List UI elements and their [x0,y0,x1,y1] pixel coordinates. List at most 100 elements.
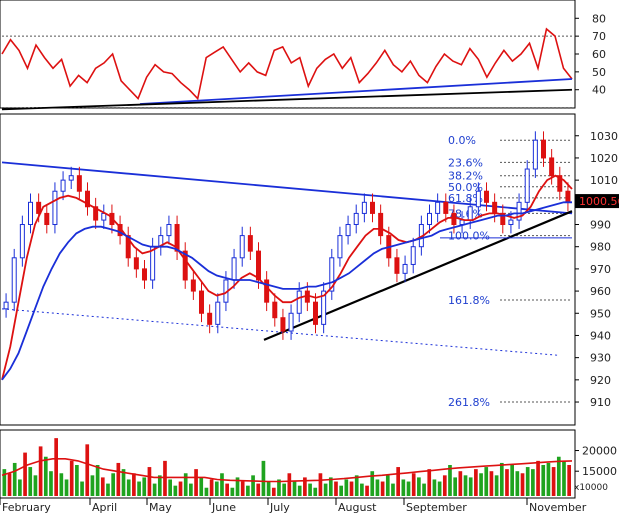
volume-bar [209,479,214,496]
price-panel [0,113,576,426]
candle-body [459,219,465,226]
fib-level-label: 100.0% [448,230,490,243]
volume-bar [7,473,12,496]
volume-bar [240,481,245,496]
candle-body [52,190,58,226]
candle-body [264,279,270,303]
candle-body [231,257,237,281]
candle-body [85,190,90,208]
oscillator-line [1,27,573,101]
candle-body [182,250,188,281]
fib-level-label: 0.0% [448,134,476,147]
volume-bar [453,477,457,496]
candle-body [492,201,498,214]
fib-level-label: 50.0% [448,181,483,194]
candle-body [337,235,343,259]
volume-bar [106,483,110,496]
volume-bar [546,462,551,496]
volume-bar [510,465,514,496]
volume-bar [49,471,53,496]
candle-body [280,317,286,332]
volume-bar [111,473,115,496]
oscillator-tick-label: 50 [592,66,606,79]
volume-bar [375,479,380,496]
volume-bar [385,475,390,496]
volume-bar [183,473,188,496]
volume-bar [261,460,266,496]
volume-bar [520,473,525,496]
month-label: May [149,501,172,514]
volume-bar [432,479,437,496]
candle-body [443,201,449,214]
candle-body [68,175,74,181]
volume-bar [277,479,281,496]
volume-bar [23,452,27,496]
candle-body [125,235,131,259]
volume-bar [489,471,494,496]
candle-body [508,219,514,226]
oscillator-tick-label: 60 [592,48,606,61]
volume-bar [266,481,271,496]
volume-bar [142,477,147,496]
last-price-tag [575,194,619,209]
candle-body [288,312,294,332]
volume-bar [75,465,79,496]
volume-bar [157,475,162,496]
volume-bar [137,481,141,496]
candle-body [451,212,457,226]
candle-body [321,290,327,325]
volume-bar [132,473,136,496]
candle-body [76,175,82,192]
ma-long-line [1,201,572,381]
volume-bar [349,481,354,496]
candle-body [467,206,473,221]
fib-level-label: 23.6% [448,156,483,169]
candle-body [28,201,33,226]
oscillator-blue-trendline [139,78,573,105]
candle-body [11,257,17,303]
volume-bar [80,481,84,496]
candle-body [565,190,571,203]
price-tick-label: 1020 [590,152,618,165]
volume-bar [69,460,74,496]
candle-body [3,301,9,310]
volume-bar [360,483,364,496]
volume-bar [339,485,343,496]
volume-bar [90,475,95,496]
volume-bar [318,473,323,496]
candle-body [427,212,432,226]
candle-body [516,201,522,221]
oscillator-tick-label: 80 [592,12,606,25]
candle-body [313,301,318,325]
candle-body [524,168,530,203]
month-label: February [2,501,51,514]
candle-body [402,263,408,274]
volume-bar [515,471,520,496]
lower-channel-line [1,308,561,356]
volume-bar [411,473,416,496]
volume-bar [474,469,478,496]
volume-bar [163,460,167,496]
volume-bar [567,465,571,496]
volume-bar [556,456,561,496]
month-label: August [338,501,377,514]
candle-body [247,235,253,252]
volume-bar [85,444,90,496]
volume-bar [458,471,463,496]
volume-bar [271,487,276,496]
price-tick-label: 970 [590,263,611,276]
month-label: July [269,501,290,514]
price-tick-label: 990 [590,219,611,232]
month-label: November [529,501,587,514]
volume-bar [225,483,229,496]
candle-body [361,201,367,214]
volume-bar [287,473,292,496]
candle-body [166,224,172,237]
volume-bar [437,481,442,496]
volume-bar [168,479,172,496]
candle-body [36,201,42,214]
volume-bar [354,475,359,496]
volume-bar [541,465,546,496]
volume-bar [505,469,509,496]
